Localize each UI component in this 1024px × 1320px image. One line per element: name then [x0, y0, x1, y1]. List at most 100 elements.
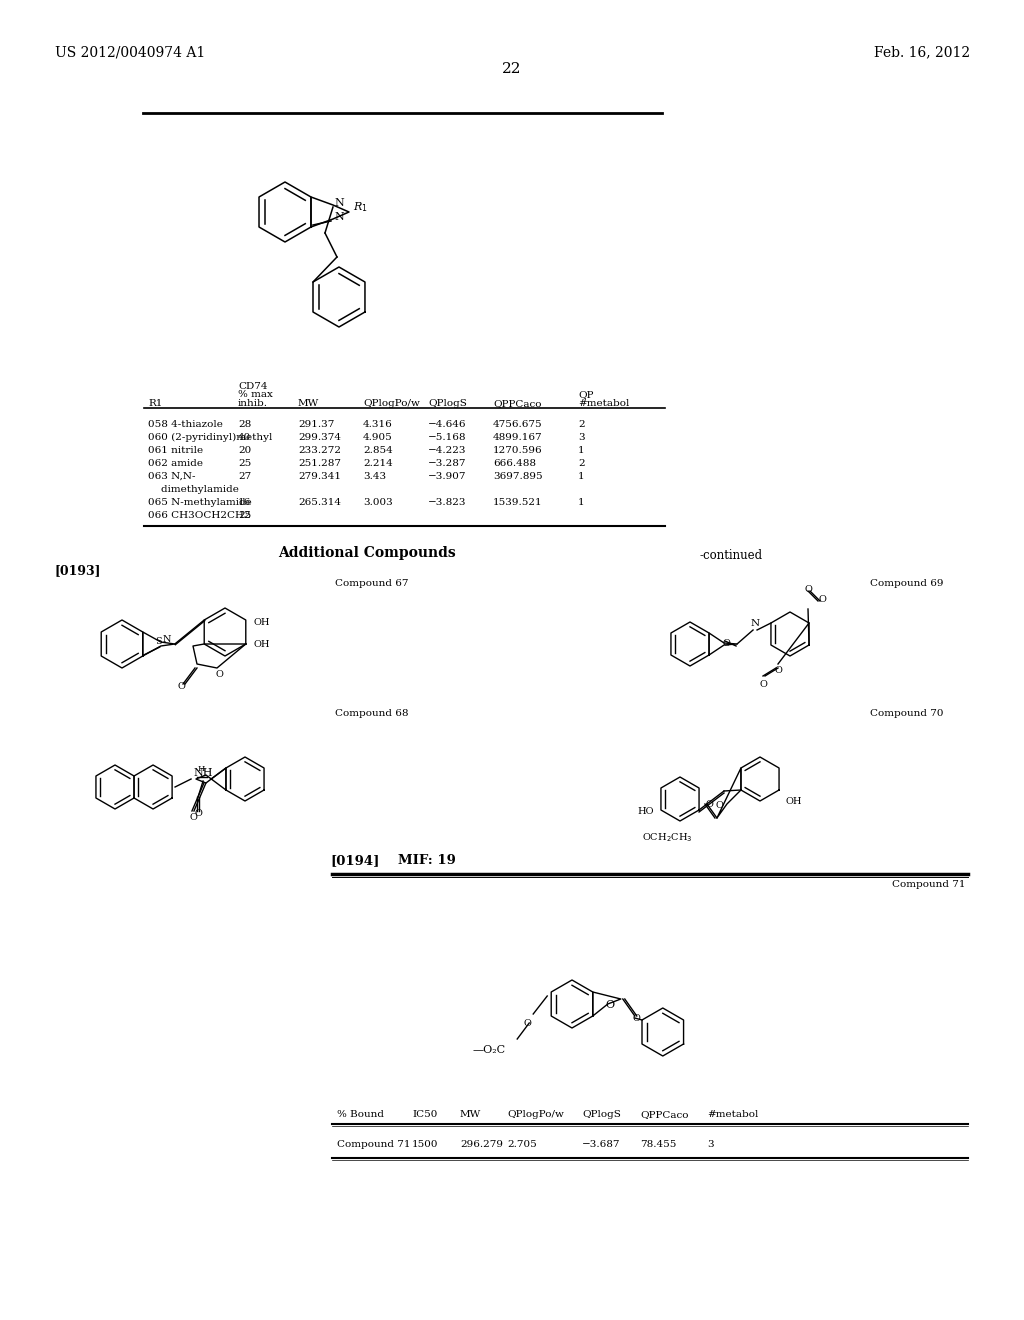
Text: OH: OH [253, 618, 269, 627]
Text: OH: OH [786, 797, 803, 807]
Text: 2.214: 2.214 [362, 459, 393, 469]
Text: O: O [633, 1014, 641, 1023]
Text: Compound 70: Compound 70 [870, 709, 943, 718]
Text: −3.287: −3.287 [428, 459, 467, 469]
Text: 2: 2 [578, 459, 585, 469]
Text: 666.488: 666.488 [493, 459, 536, 469]
Text: IC50: IC50 [412, 1110, 437, 1119]
Text: O: O [705, 800, 713, 809]
Text: 25: 25 [238, 511, 251, 520]
Text: 1: 1 [578, 446, 585, 455]
Text: OH: OH [253, 640, 269, 649]
Text: −3.823: −3.823 [428, 498, 467, 507]
Text: O: O [804, 585, 812, 594]
Text: MW: MW [460, 1110, 481, 1119]
Text: 28: 28 [238, 420, 251, 429]
Text: O: O [774, 667, 782, 675]
Text: 3: 3 [578, 433, 585, 442]
Text: QPlogS: QPlogS [428, 399, 467, 408]
Text: 062 amide: 062 amide [148, 459, 203, 469]
Text: 4.905: 4.905 [362, 433, 393, 442]
Text: 27: 27 [238, 473, 251, 480]
Text: OCH$_2$CH$_3$: OCH$_2$CH$_3$ [642, 832, 692, 843]
Text: #metabol: #metabol [707, 1110, 759, 1119]
Text: 058 4-thiazole: 058 4-thiazole [148, 420, 223, 429]
Text: 3: 3 [707, 1140, 714, 1148]
Text: Feb. 16, 2012: Feb. 16, 2012 [873, 45, 970, 59]
Text: O: O [189, 813, 197, 822]
Text: 20: 20 [238, 446, 251, 455]
Text: N: N [163, 635, 171, 644]
Text: 251.287: 251.287 [298, 459, 341, 469]
Text: −4.223: −4.223 [428, 446, 467, 455]
Text: MW: MW [298, 399, 319, 408]
Text: —O₂C: —O₂C [472, 1045, 505, 1055]
Text: CD74: CD74 [238, 381, 267, 391]
Text: R$_1$: R$_1$ [353, 201, 368, 214]
Text: 22: 22 [502, 62, 522, 77]
Text: S: S [156, 638, 162, 647]
Text: 25: 25 [238, 459, 251, 469]
Text: 279.341: 279.341 [298, 473, 341, 480]
Text: Compound 71: Compound 71 [893, 880, 966, 888]
Text: −3.907: −3.907 [428, 473, 467, 480]
Text: R1: R1 [148, 399, 163, 408]
Text: O: O [759, 680, 767, 689]
Text: #metabol: #metabol [578, 399, 630, 408]
Text: −3.687: −3.687 [582, 1140, 621, 1148]
Text: 16: 16 [238, 498, 251, 507]
Text: 291.37: 291.37 [298, 420, 335, 429]
Text: O: O [722, 639, 730, 648]
Text: 060 (2-pyridinyl)methyl: 060 (2-pyridinyl)methyl [148, 433, 272, 442]
Text: NH: NH [194, 768, 213, 777]
Text: 1: 1 [578, 498, 585, 507]
Text: −5.168: −5.168 [428, 433, 467, 442]
Text: O: O [818, 595, 826, 605]
Text: Compound 67: Compound 67 [335, 579, 409, 587]
Text: O: O [215, 671, 223, 678]
Text: Compound 69: Compound 69 [870, 579, 943, 587]
Text: 3697.895: 3697.895 [493, 473, 543, 480]
Text: [0193]: [0193] [55, 564, 101, 577]
Text: 1: 1 [578, 473, 585, 480]
Text: QPPCaco: QPPCaco [493, 399, 542, 408]
Text: QPlogPo/w: QPlogPo/w [507, 1110, 564, 1119]
Text: dimethylamide: dimethylamide [148, 484, 239, 494]
Text: O: O [715, 801, 723, 810]
Text: HO: HO [638, 807, 654, 816]
Text: QP: QP [578, 389, 594, 399]
Text: 233.272: 233.272 [298, 446, 341, 455]
Text: MIF: 19: MIF: 19 [398, 854, 456, 867]
Text: 3.003: 3.003 [362, 498, 393, 507]
Text: 2: 2 [578, 420, 585, 429]
Text: 265.314: 265.314 [298, 498, 341, 507]
Text: 40: 40 [238, 433, 251, 442]
Text: QPlogS: QPlogS [582, 1110, 621, 1119]
Text: O: O [605, 1001, 614, 1010]
Text: O: O [177, 682, 185, 690]
Text: H: H [198, 766, 206, 774]
Text: 78.455: 78.455 [640, 1140, 677, 1148]
Text: 3.43: 3.43 [362, 473, 386, 480]
Text: US 2012/0040974 A1: US 2012/0040974 A1 [55, 45, 205, 59]
Text: 4899.167: 4899.167 [493, 433, 543, 442]
Text: N: N [334, 198, 344, 209]
Text: QPlogPo/w: QPlogPo/w [362, 399, 420, 408]
Text: 4756.675: 4756.675 [493, 420, 543, 429]
Text: −4.646: −4.646 [428, 420, 467, 429]
Text: 1270.596: 1270.596 [493, 446, 543, 455]
Text: 1539.521: 1539.521 [493, 498, 543, 507]
Text: 296.279: 296.279 [460, 1140, 503, 1148]
Text: 2.854: 2.854 [362, 446, 393, 455]
Text: N: N [751, 619, 760, 628]
Text: 061 nitrile: 061 nitrile [148, 446, 203, 455]
Text: N: N [334, 213, 344, 222]
Text: Additional Compounds: Additional Compounds [278, 546, 456, 560]
Text: Compound 71: Compound 71 [337, 1140, 411, 1148]
Text: inhib.: inhib. [238, 399, 268, 408]
Text: O: O [195, 809, 202, 818]
Text: 299.374: 299.374 [298, 433, 341, 442]
Text: QPPCaco: QPPCaco [640, 1110, 688, 1119]
Text: 066 CH3OCH2CH2: 066 CH3OCH2CH2 [148, 511, 251, 520]
Text: 063 N,N-: 063 N,N- [148, 473, 196, 480]
